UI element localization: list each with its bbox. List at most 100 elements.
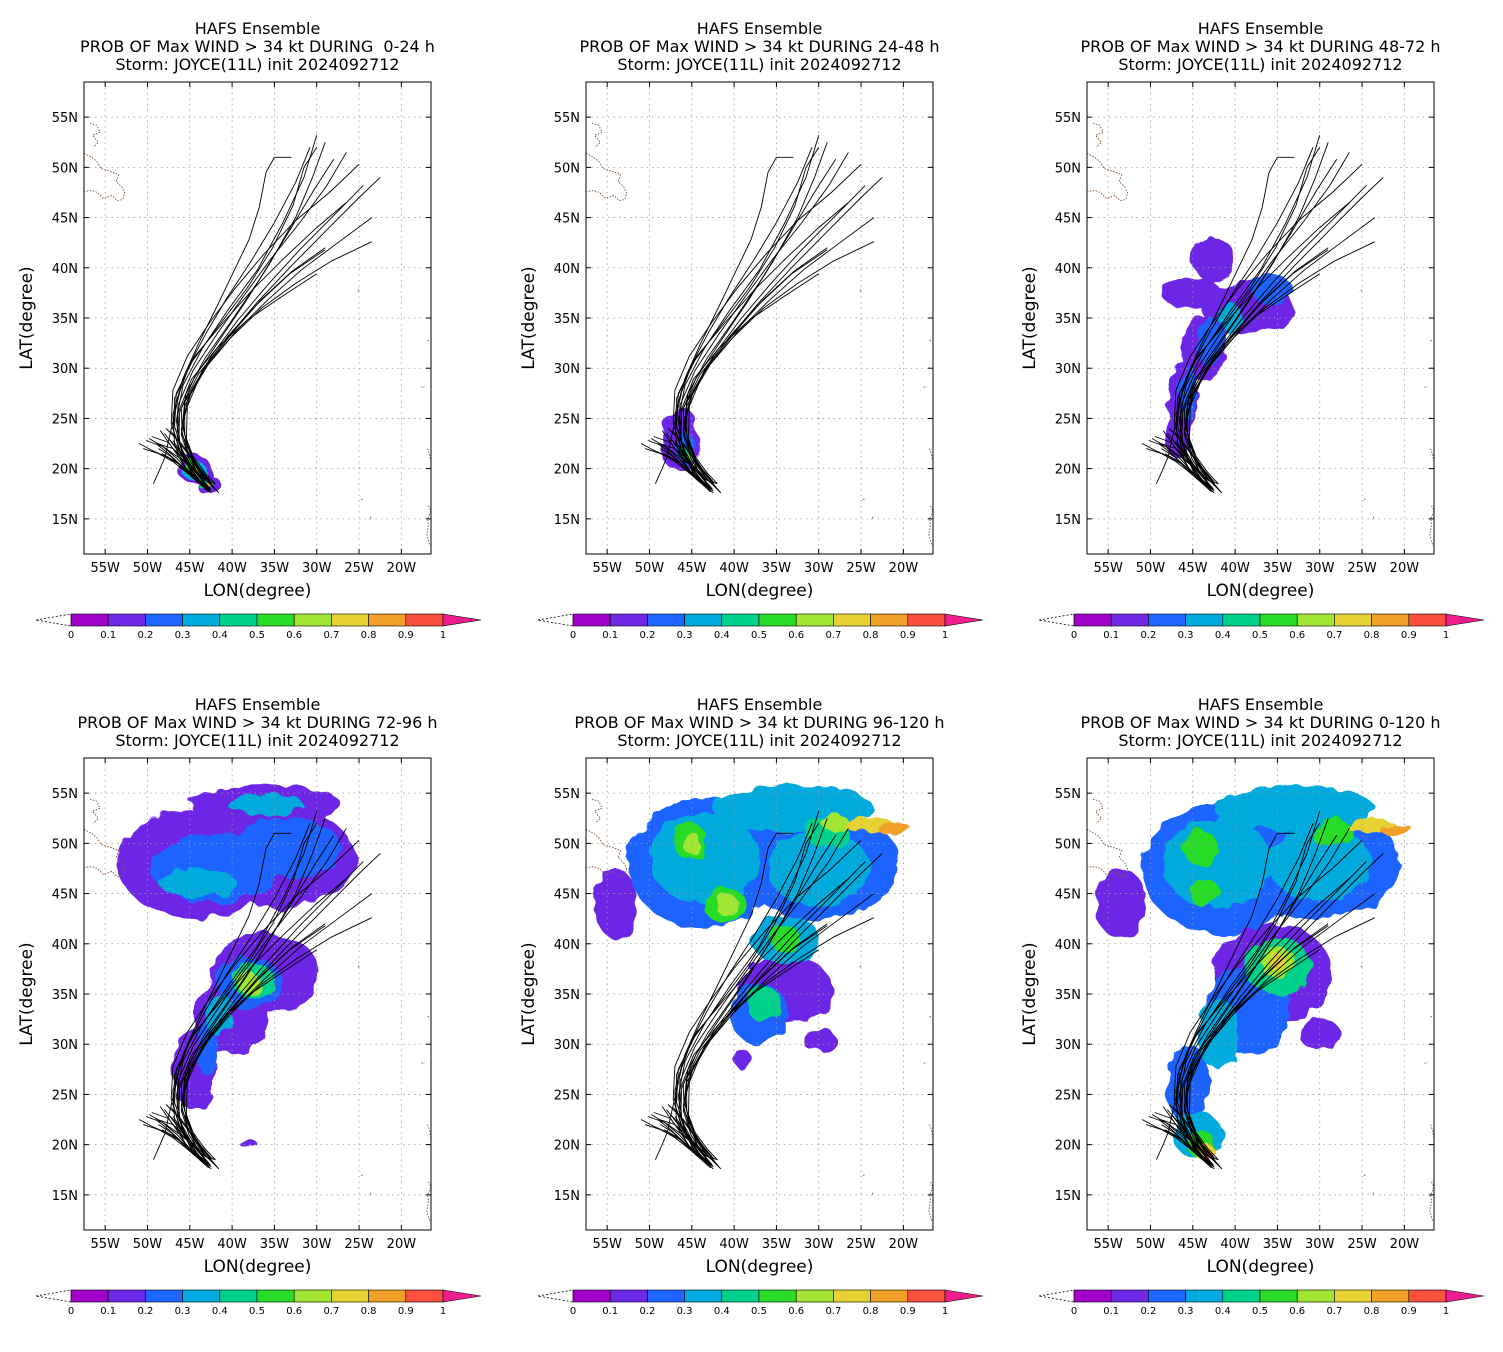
lat-tick-label: 30N (554, 362, 580, 377)
lat-tick-label: 55N (52, 111, 78, 126)
lon-tick-label: 20W (889, 1237, 919, 1252)
coastline-4 (1424, 1061, 1429, 1064)
y-axis-label: LAT(degree) (1020, 266, 1040, 369)
colorbar-label: 0.6 (1289, 630, 1305, 641)
colorbar-label: 0.8 (361, 630, 377, 641)
coastline-3 (929, 339, 932, 342)
ensemble-tracks (138, 135, 381, 494)
lat-tick-label: 50N (1055, 837, 1081, 852)
probability-subtitle: PROB OF Max WIND > 34 kt DURING 0-120 h (1081, 713, 1441, 732)
coastline-4 (923, 385, 928, 388)
lon-tick-label: 35W (260, 561, 290, 576)
lon-tick-label: 45W (175, 561, 205, 576)
y-axis-label: LAT(degree) (519, 266, 539, 369)
lat-tick-label: 30N (52, 1038, 78, 1053)
colorbar-label: 0.8 (1364, 630, 1380, 641)
coastline-5 (1430, 448, 1434, 461)
map-grid (586, 82, 933, 554)
lon-tick-label: 20W (889, 561, 919, 576)
coastline-1 (1087, 828, 1129, 878)
colorbar-segment (870, 1289, 909, 1303)
lon-tick-label: 55W (1093, 561, 1123, 576)
lon-tick-label: 20W (387, 561, 417, 576)
colorbar: 0 0.1 0.2 0.3 0.4 0.5 0.6 0.7 0.8 0.9 1 (35, 1289, 482, 1317)
track-2 (657, 828, 849, 1166)
colorbar-high-arrow (442, 1289, 482, 1303)
x-axis-label: LON(degree) (204, 581, 312, 601)
lat-tick-label: 45N (52, 888, 78, 903)
lat-tick-label: 35N (52, 988, 78, 1003)
colorbar-segment (572, 1289, 611, 1303)
colorbar-low-arrow (35, 613, 72, 627)
prob-region-8 (232, 818, 343, 879)
lat-tick-label: 20N (1055, 463, 1081, 478)
lat-tick-label: 35N (52, 312, 78, 327)
map-area (1087, 758, 1434, 1230)
lat-tick-label: 15N (1055, 1189, 1081, 1204)
colorbar-segment (1408, 1289, 1447, 1303)
map-area (84, 82, 431, 554)
prob-region-0 (1192, 237, 1236, 282)
prob-region-17 (715, 895, 740, 916)
track-15 (647, 839, 862, 1162)
colorbar-segment (219, 1289, 258, 1303)
lon-tick-label: 50W (1136, 561, 1166, 576)
coastline-6 (928, 505, 933, 547)
lat-tick-label: 40N (1055, 262, 1081, 277)
colorbar-label: 0.7 (323, 630, 339, 641)
colorbar-low-arrow (35, 1289, 72, 1303)
track-8 (165, 159, 335, 484)
colorbar-label: 0.6 (1289, 1306, 1305, 1317)
colorbar-label: 0.5 (1252, 1306, 1268, 1317)
track-9 (650, 878, 849, 1160)
colorbar-segment (1408, 613, 1447, 627)
colorbar-segment (219, 613, 258, 627)
map-frame (585, 81, 934, 555)
coastline-5 (929, 1124, 933, 1137)
colorbar-label: 0.9 (1401, 630, 1417, 641)
coastline-2 (356, 965, 360, 969)
colorbar-label: 0.5 (751, 630, 767, 641)
track-9 (148, 202, 347, 484)
lon-tick-label: 45W (677, 561, 707, 576)
track-2 (1158, 828, 1350, 1166)
coastlines (84, 798, 431, 1223)
colorbar-label: 0.4 (714, 1306, 730, 1317)
lat-tick-label: 15N (1055, 513, 1081, 528)
track-6 (158, 273, 317, 491)
track-8 (165, 835, 335, 1160)
lat-tick-label: 35N (1055, 312, 1081, 327)
lon-tick-label: 55W (90, 1237, 120, 1252)
coastline-0 (1092, 122, 1104, 148)
ensemble-tracks (138, 811, 381, 1170)
lat-tick-label: 35N (554, 312, 580, 327)
colorbar-label: 0 (570, 1306, 576, 1317)
lat-tick-label: 50N (52, 837, 78, 852)
coastline-6 (1429, 1181, 1434, 1223)
lat-tick-label: 25N (554, 412, 580, 427)
lat-tick-label: 25N (1055, 412, 1081, 427)
colorbar-low-arrow (1038, 1289, 1075, 1303)
colorbar-label: 0 (68, 1306, 74, 1317)
lat-tick-label: 25N (52, 412, 78, 427)
colorbar-segment (795, 613, 834, 627)
track-14 (170, 925, 326, 1170)
colorbar-segment (1371, 1289, 1410, 1303)
colorbar-high-arrow (1445, 613, 1485, 627)
coastline-7 (359, 1174, 363, 1178)
coastlines (1087, 798, 1434, 1223)
coastline-0 (89, 122, 101, 148)
colorbar-segment (647, 1289, 685, 1303)
storm-line: Storm: JOYCE(11L) init 2024092712 (1118, 55, 1402, 74)
lat-tick-label: 40N (554, 262, 580, 277)
track-2 (155, 152, 347, 490)
track-13 (654, 147, 813, 484)
track-9 (148, 878, 347, 1160)
track-6 (660, 949, 819, 1167)
coastline-7 (1362, 1174, 1366, 1178)
lon-tick-label: 35W (1263, 561, 1293, 576)
colorbar: 0 0.1 0.2 0.3 0.4 0.5 0.6 0.7 0.8 0.9 1 (537, 613, 984, 641)
coastline-1 (586, 828, 628, 878)
lon-tick-label: 55W (592, 1237, 622, 1252)
